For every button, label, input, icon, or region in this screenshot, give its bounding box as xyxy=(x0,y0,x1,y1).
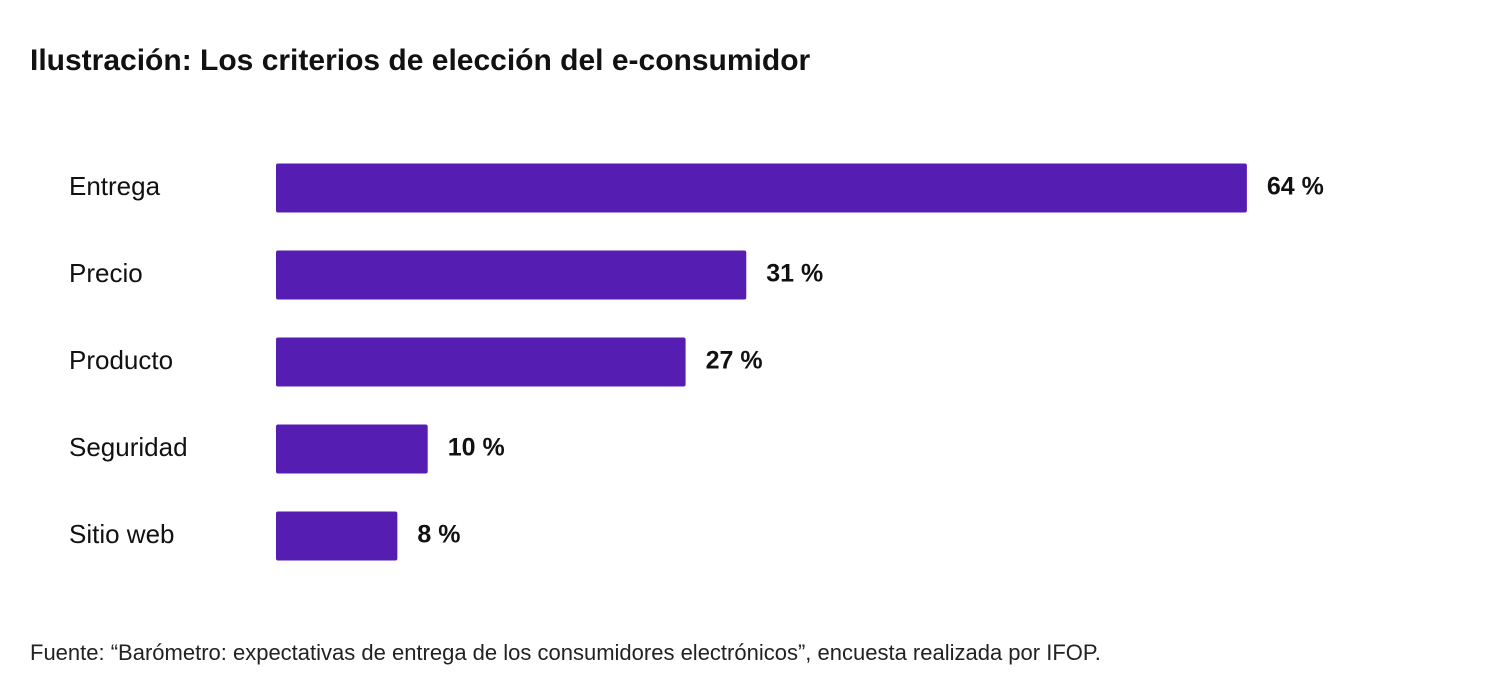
chart-title: Ilustración: Los criterios de elección d… xyxy=(30,44,811,77)
bar xyxy=(276,163,1247,213)
bar xyxy=(276,511,398,561)
bar xyxy=(276,424,428,474)
value-label: 10 % xyxy=(448,434,505,462)
bar xyxy=(276,337,686,387)
category-label: Sitio web xyxy=(69,519,175,549)
category-label: Producto xyxy=(69,345,173,375)
category-label: Entrega xyxy=(69,171,161,201)
value-label: 31 % xyxy=(766,260,823,288)
category-label: Precio xyxy=(69,258,143,288)
value-label: 8 % xyxy=(417,521,460,549)
value-label: 27 % xyxy=(706,347,763,375)
value-label: 64 % xyxy=(1267,173,1324,201)
category-label: Seguridad xyxy=(69,432,188,462)
bar xyxy=(276,250,747,300)
source-note: Fuente: “Barómetro: expectativas de entr… xyxy=(30,640,1101,665)
